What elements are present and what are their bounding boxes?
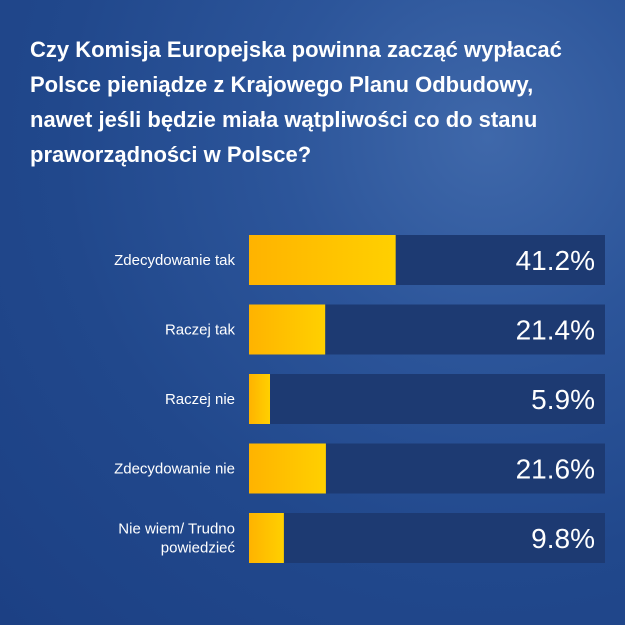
category-label: Raczej tak — [165, 322, 236, 339]
bar-row: Raczej tak 21.4% — [165, 304, 605, 355]
bar — [249, 513, 284, 563]
bar-track — [249, 513, 605, 563]
bar-row: Raczej nie 5.9% — [165, 374, 605, 424]
bar-row: Zdecydowanie nie 21.6% — [114, 443, 605, 494]
value-label: 21.6% — [516, 454, 595, 485]
category-label: Nie wiem/ Trudno powiedzieć — [118, 521, 235, 557]
bar — [249, 235, 396, 285]
value-label: 21.4% — [516, 315, 595, 346]
bar-track — [249, 374, 605, 424]
chart-title: Czy Komisja Europejska powinna zacząć wy… — [30, 37, 562, 167]
category-label: Zdecydowanie tak — [114, 252, 235, 269]
bar-row: Nie wiem/ Trudno powiedzieć 9.8% — [118, 513, 605, 563]
bar — [249, 374, 271, 424]
value-label: 41.2% — [516, 245, 595, 276]
bar — [249, 443, 326, 494]
category-label: Raczej nie — [165, 391, 235, 408]
bar — [249, 304, 326, 355]
value-label: 5.9% — [531, 384, 595, 415]
category-label: Zdecydowanie nie — [114, 461, 235, 478]
value-label: 9.8% — [531, 523, 595, 554]
bar-row: Zdecydowanie tak 41.2% — [114, 235, 605, 285]
